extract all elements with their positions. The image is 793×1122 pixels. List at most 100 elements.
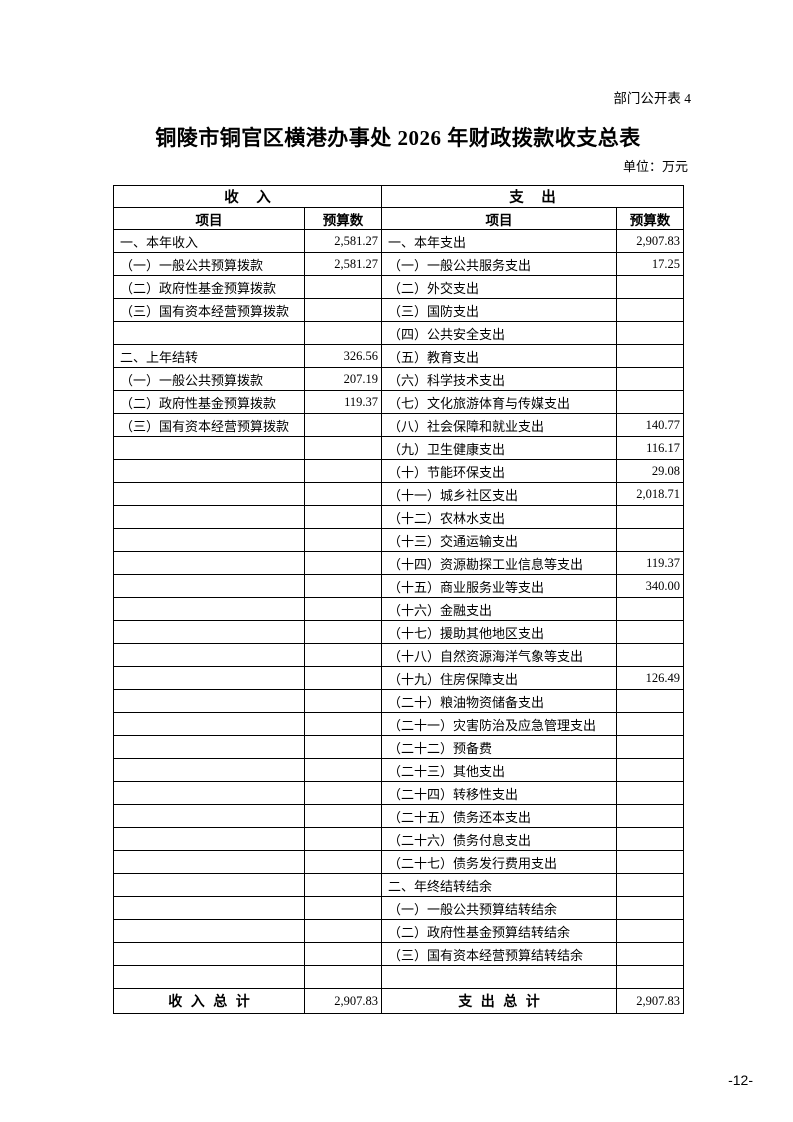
table-row: （十八）自然资源海洋气象等支出	[113, 643, 684, 667]
income-budget-cell	[304, 873, 382, 897]
expense-budget-cell	[616, 712, 684, 736]
income-item-cell: （三）国有资本经营预算拨款	[113, 298, 305, 322]
expense-item-cell: （一）一般公共预算结转结余	[381, 896, 617, 920]
income-item-cell	[113, 643, 305, 667]
income-budget-cell	[304, 942, 382, 966]
expense-item-cell: （十）节能环保支出	[381, 459, 617, 483]
table-row: 二、年终结转结余	[113, 873, 684, 897]
expense-item-cell: （三）国防支出	[381, 298, 617, 322]
table-row: （三）国有资本经营预算结转结余	[113, 942, 684, 966]
document-content: 部门公开表 4 铜陵市铜官区横港办事处 2026 年财政拨款收支总表 单位：万元…	[113, 92, 691, 1014]
table-row: （十九）住房保障支出 126.49	[113, 666, 684, 690]
expense-budget-cell	[616, 620, 684, 644]
table-row: （二十）粮油物资储备支出	[113, 689, 684, 713]
expense-item-cell	[381, 965, 617, 989]
income-budget-cell	[304, 781, 382, 805]
income-budget-cell	[304, 459, 382, 483]
income-budget-cell	[304, 574, 382, 598]
table-row: （十七）援助其他地区支出	[113, 620, 684, 644]
income-budget-cell	[304, 321, 382, 345]
section-header-row: 收 入 支 出	[113, 185, 684, 208]
expense-item-cell: （十六）金融支出	[381, 597, 617, 621]
expense-item-cell: （二十七）债务发行费用支出	[381, 850, 617, 874]
income-item-cell	[113, 919, 305, 943]
expense-budget-cell	[616, 643, 684, 667]
income-item-cell: （二）政府性基金预算拨款	[113, 275, 305, 299]
expense-budget-cell: 140.77	[616, 413, 684, 437]
expense-item-cell: （十八）自然资源海洋气象等支出	[381, 643, 617, 667]
expense-budget-cell: 340.00	[616, 574, 684, 598]
expense-budget-cell	[616, 804, 684, 828]
income-budget-cell	[304, 666, 382, 690]
income-item-cell	[113, 781, 305, 805]
income-budget-cell	[304, 758, 382, 782]
income-item-cell	[113, 597, 305, 621]
income-budget-cell	[304, 965, 382, 989]
table-row: （三）国有资本经营预算拨款 （三）国防支出	[113, 298, 684, 322]
table-row: （二十七）债务发行费用支出	[113, 850, 684, 874]
expense-total-label: 支 出 总 计	[381, 988, 617, 1014]
table-row: （十三）交通运输支出	[113, 528, 684, 552]
expense-budget-cell	[616, 390, 684, 414]
table-row: （二）政府性基金预算拨款 119.37 （七）文化旅游体育与传媒支出	[113, 390, 684, 414]
expense-budget-cell	[616, 781, 684, 805]
expense-budget-cell	[616, 873, 684, 897]
expense-item-cell: （十三）交通运输支出	[381, 528, 617, 552]
expense-budget-cell	[616, 275, 684, 299]
table-row: （十五）商业服务业等支出 340.00	[113, 574, 684, 598]
income-budget-cell	[304, 275, 382, 299]
table-row: （九）卫生健康支出 116.17	[113, 436, 684, 460]
expense-item-cell: （四）公共安全支出	[381, 321, 617, 345]
expense-item-cell: （六）科学技术支出	[381, 367, 617, 391]
income-budget-cell	[304, 850, 382, 874]
income-item-cell	[113, 482, 305, 506]
expense-item-cell: 二、年终结转结余	[381, 873, 617, 897]
expense-budget-cell	[616, 367, 684, 391]
income-item-cell	[113, 459, 305, 483]
income-item-cell	[113, 574, 305, 598]
income-item-cell	[113, 827, 305, 851]
expense-item-cell: 一、本年支出	[381, 229, 617, 253]
income-budget-cell	[304, 643, 382, 667]
total-row: 收 入 总 计 2,907.83 支 出 总 计 2,907.83	[113, 988, 684, 1014]
income-budget-cell: 119.37	[304, 390, 382, 414]
expense-item-cell: （九）卫生健康支出	[381, 436, 617, 460]
expense-item-cell: （二十）粮油物资储备支出	[381, 689, 617, 713]
income-item-cell	[113, 666, 305, 690]
income-item-cell	[113, 689, 305, 713]
expense-item-cell: （二十一）灾害防治及应急管理支出	[381, 712, 617, 736]
income-budget-column-header: 预算数	[304, 207, 382, 230]
table-row: （二十六）债务付息支出	[113, 827, 684, 851]
income-budget-cell	[304, 413, 382, 437]
income-budget-cell	[304, 919, 382, 943]
expense-item-cell: （十九）住房保障支出	[381, 666, 617, 690]
income-budget-cell	[304, 735, 382, 759]
table-row: （二十四）转移性支出	[113, 781, 684, 805]
expense-budget-cell: 116.17	[616, 436, 684, 460]
table-row: （二十二）预备费	[113, 735, 684, 759]
income-item-cell	[113, 758, 305, 782]
income-item-cell	[113, 712, 305, 736]
expense-item-cell: （十五）商业服务业等支出	[381, 574, 617, 598]
income-budget-cell	[304, 482, 382, 506]
expense-item-cell: （五）教育支出	[381, 344, 617, 368]
income-total-label: 收 入 总 计	[113, 988, 305, 1014]
expense-section-header: 支 出	[381, 185, 684, 208]
income-item-cell: （三）国有资本经营预算拨款	[113, 413, 305, 437]
income-item-cell	[113, 436, 305, 460]
income-item-cell: （一）一般公共预算拨款	[113, 252, 305, 276]
expense-budget-cell	[616, 942, 684, 966]
income-item-cell: （二）政府性基金预算拨款	[113, 390, 305, 414]
income-item-cell	[113, 551, 305, 575]
income-budget-cell: 2,581.27	[304, 229, 382, 253]
income-total-value: 2,907.83	[304, 988, 382, 1014]
income-budget-cell	[304, 804, 382, 828]
income-budget-cell	[304, 620, 382, 644]
expense-item-cell: （二十二）预备费	[381, 735, 617, 759]
table-row: （四）公共安全支出	[113, 321, 684, 345]
table-row: （二十五）债务还本支出	[113, 804, 684, 828]
table-row: （一）一般公共预算拨款 207.19 （六）科学技术支出	[113, 367, 684, 391]
table-row: 二、上年结转 326.56 （五）教育支出	[113, 344, 684, 368]
income-section-header: 收 入	[113, 185, 382, 208]
income-item-cell	[113, 942, 305, 966]
